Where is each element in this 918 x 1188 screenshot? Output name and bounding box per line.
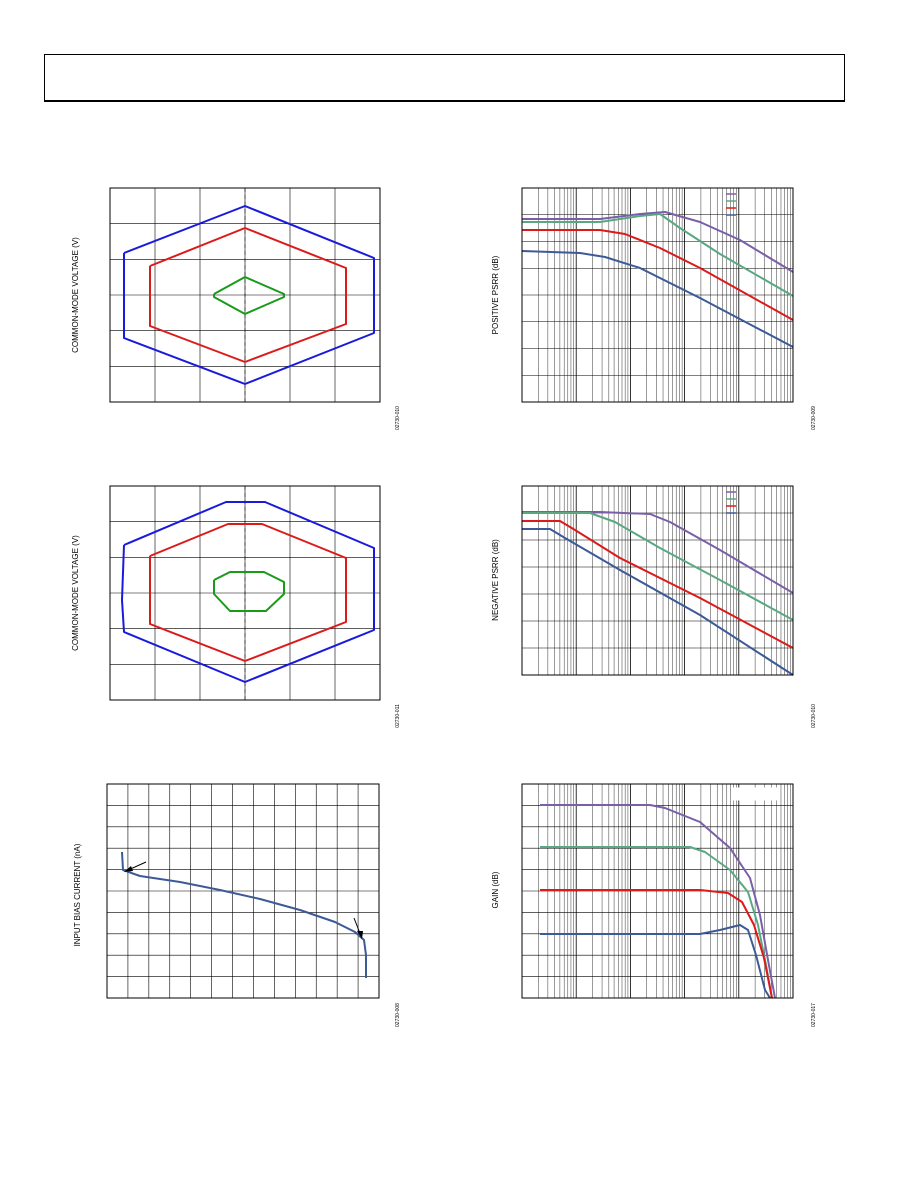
series-line — [540, 924, 771, 999]
annotation-arrowhead — [357, 931, 363, 939]
y-axis-label: NEGATIVE PSRR (dB) — [491, 539, 500, 621]
series-line — [522, 528, 794, 676]
chart-common-mode-2 — [110, 486, 380, 700]
figure-id: 02730-010 — [395, 406, 401, 430]
chart-gain — [522, 784, 793, 999]
y-axis-label: COMMON-MODE VOLTAGE (V) — [71, 237, 80, 353]
series-line — [213, 571, 285, 612]
series-line — [149, 523, 347, 662]
series-line — [121, 501, 375, 683]
series-line — [213, 276, 285, 315]
series-line — [522, 213, 794, 297]
figure-id: 02730-011 — [395, 704, 401, 728]
plot-frame — [521, 187, 794, 403]
y-axis-label: GAIN (dB) — [491, 871, 500, 908]
annotation-arrowhead — [124, 866, 133, 872]
y-axis-label: POSITIVE PSRR (dB) — [491, 255, 500, 334]
y-axis-label: COMMON-MODE VOLTAGE (V) — [71, 535, 80, 651]
chart-common-mode-1 — [110, 188, 380, 402]
chart-negative-psrr — [522, 486, 794, 676]
series-line — [522, 229, 794, 321]
chart-positive-psrr — [521, 188, 794, 402]
figure-id: 02730-010 — [811, 704, 817, 728]
figure-id: 02730-008 — [395, 1003, 401, 1027]
plot-frame — [521, 485, 794, 676]
chart-input-bias-current — [107, 784, 379, 998]
series-line — [540, 889, 773, 999]
series-line — [123, 205, 375, 385]
series-line — [522, 511, 794, 594]
series-line — [540, 804, 776, 999]
series-line — [522, 520, 794, 649]
plot-frame — [109, 485, 381, 701]
series-line — [521, 250, 794, 348]
plot-frame — [106, 783, 380, 999]
figure-id: 02730-009 — [811, 406, 817, 430]
series-line — [522, 211, 794, 273]
series-line — [149, 227, 347, 363]
plot-frame — [521, 783, 794, 999]
page-header-box — [44, 54, 845, 102]
y-axis-label: INPUT BIAS CURRENT (nA) — [73, 843, 82, 946]
legend-box — [731, 787, 781, 801]
series-line — [522, 512, 794, 621]
figure-id: 02730-017 — [811, 1003, 817, 1027]
plot-frame — [109, 187, 381, 403]
series-line — [121, 851, 367, 978]
